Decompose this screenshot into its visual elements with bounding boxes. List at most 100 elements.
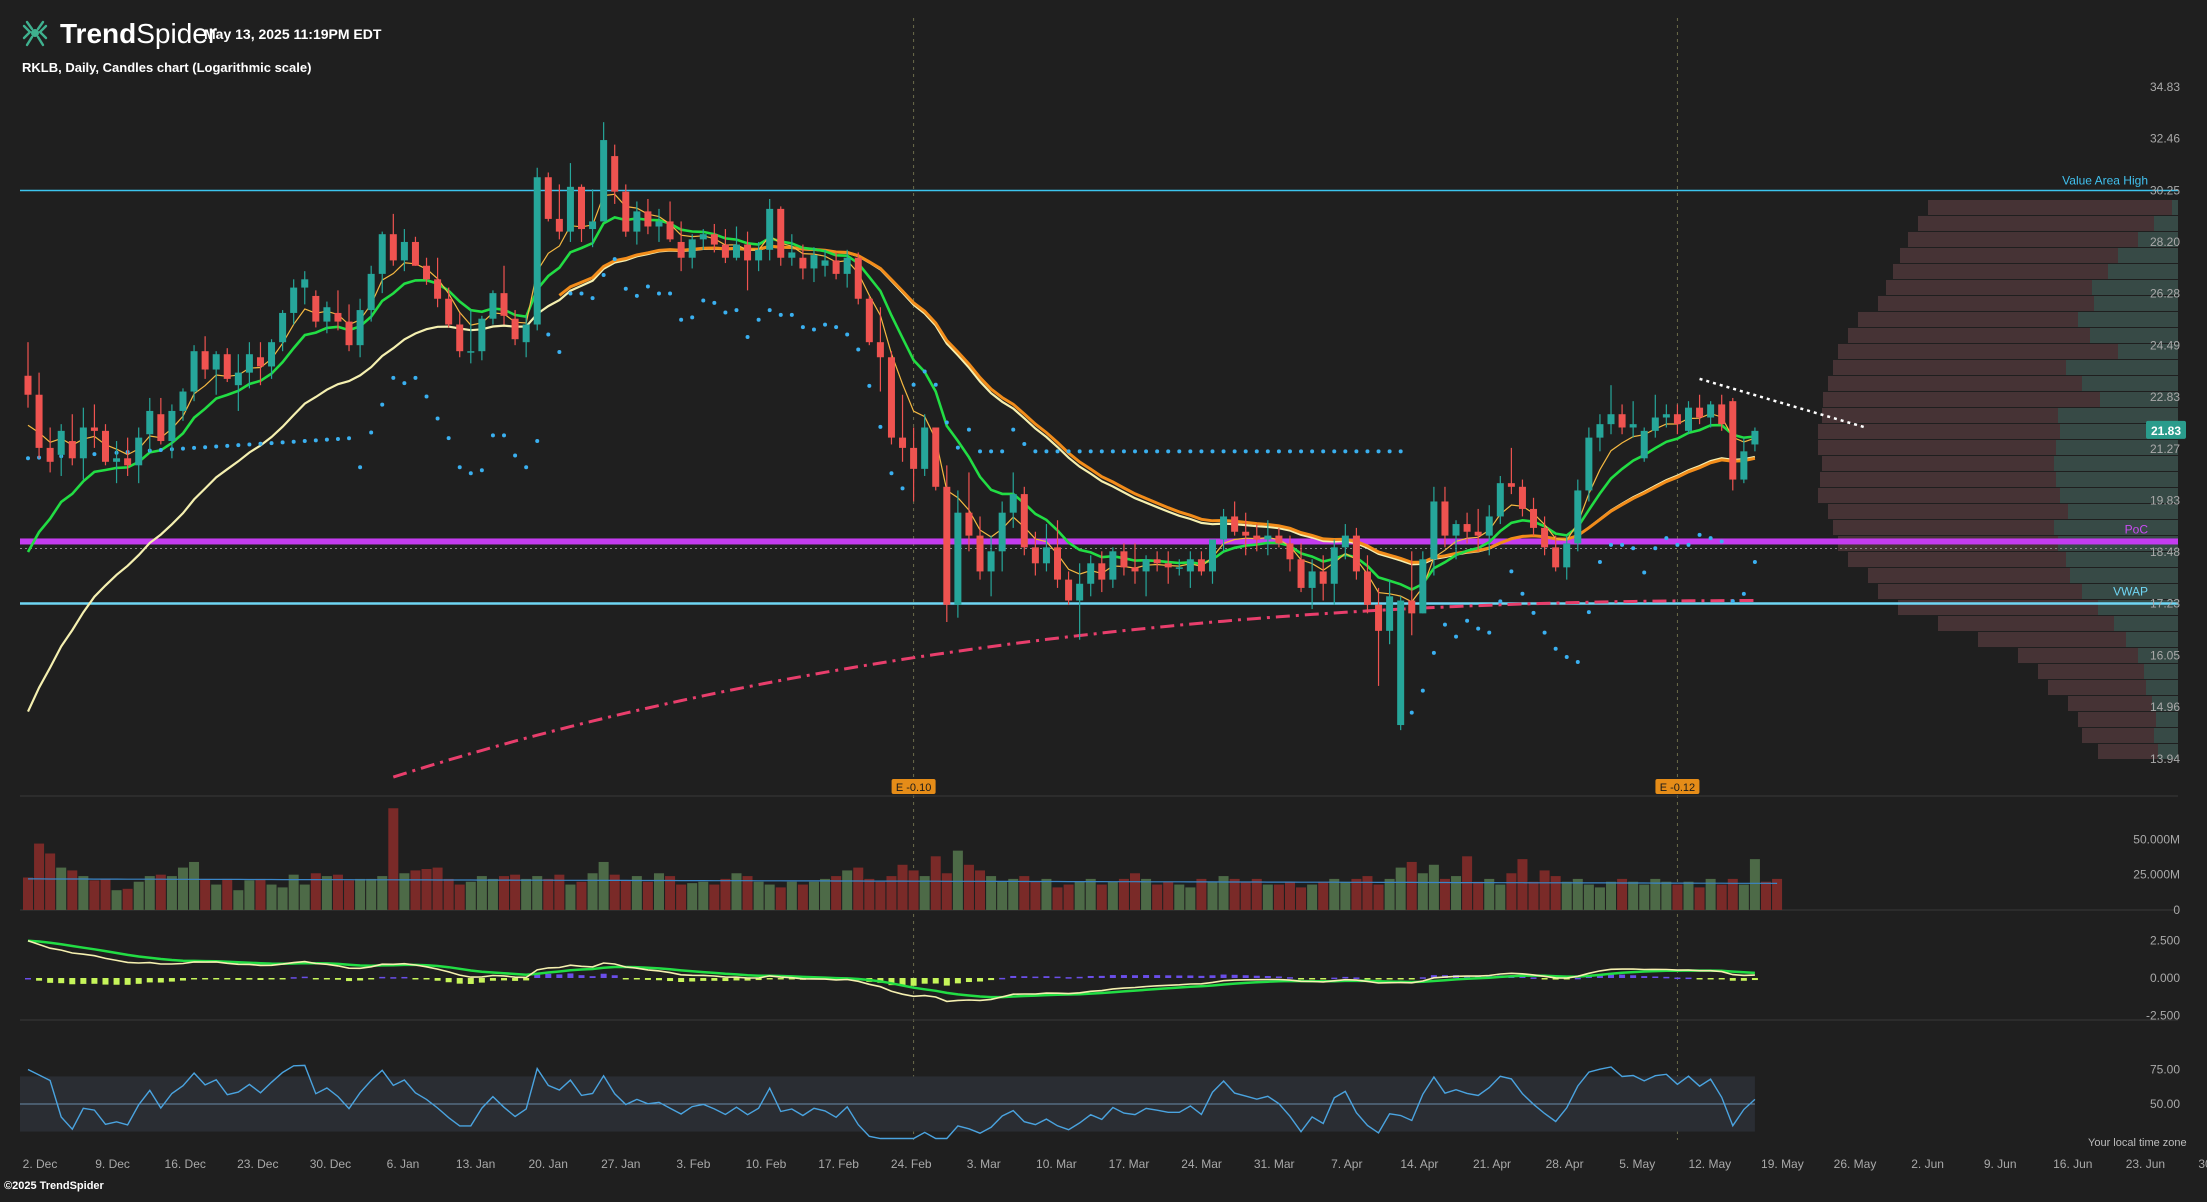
candle-body <box>832 260 840 274</box>
stop-dot <box>1730 599 1735 604</box>
candle-body <box>1142 559 1150 572</box>
stop-dot <box>1542 630 1547 635</box>
volume-profile-buy-bar <box>2154 728 2178 743</box>
stop-dot <box>1498 599 1503 604</box>
volume-profile-buy-bar <box>2138 648 2178 663</box>
candle-body <box>245 354 253 373</box>
macd-tick-label: 2.500 <box>2150 934 2180 948</box>
candle-body <box>279 312 287 343</box>
price-tick-label: 14.96 <box>2150 700 2180 714</box>
macd-histogram-bar <box>445 978 452 983</box>
macd-histogram-bar <box>1087 975 1094 978</box>
x-axis-label: 9. Dec <box>95 1157 130 1171</box>
volume-bar <box>1683 881 1694 910</box>
stop-dot <box>767 308 772 313</box>
volume-bar <box>820 878 831 910</box>
macd-histogram-bar <box>1143 975 1150 978</box>
candle-body <box>688 239 696 258</box>
candle-body <box>1596 424 1604 438</box>
stop-dot <box>1199 449 1204 454</box>
stop-dot <box>247 442 252 447</box>
stop-dot <box>845 332 850 337</box>
stop-dot <box>1044 449 1049 454</box>
volume-bar <box>565 884 576 910</box>
volume-bar <box>1484 878 1495 910</box>
volume-average-line <box>28 878 1778 884</box>
candle-body <box>1751 430 1759 445</box>
volume-profile-sell-bar <box>1878 584 2082 599</box>
macd-histogram-bar <box>910 978 917 986</box>
volume-bar <box>155 874 166 910</box>
stop-dot <box>645 284 650 289</box>
candle-body <box>1640 430 1648 459</box>
macd-histogram-bar <box>1419 977 1426 979</box>
candle-body <box>1087 563 1095 584</box>
volume-bar <box>1738 884 1749 910</box>
stop-dot <box>1520 591 1525 596</box>
volume-bar <box>620 880 631 910</box>
candle-body <box>301 279 309 288</box>
candle-body <box>1020 494 1028 548</box>
candle-body <box>223 354 231 379</box>
candle-body <box>1419 559 1427 614</box>
volume-bar <box>1273 884 1284 910</box>
volume-bar <box>45 853 56 910</box>
macd-histogram-bar <box>965 978 972 983</box>
volume-bar <box>1152 884 1163 910</box>
candle-body <box>24 375 32 395</box>
volume-profile-buy-bar <box>2114 616 2178 631</box>
volume-bar <box>344 880 355 910</box>
volume-bar <box>299 884 310 910</box>
macd-histogram-bar <box>1353 977 1360 979</box>
volume-bar <box>67 870 78 910</box>
macd-histogram-bar <box>91 978 98 984</box>
volume-profile-sell-bar <box>1818 488 2060 503</box>
rsi-line <box>27 1064 1756 1140</box>
stop-dot <box>1221 449 1226 454</box>
macd-histogram-bar <box>368 978 375 980</box>
stop-dot <box>634 293 639 298</box>
volume-bar <box>786 881 797 910</box>
volume-profile-sell-bar <box>2082 728 2154 743</box>
brand-logo: TrendSpider <box>18 18 217 50</box>
volume-bar <box>244 880 255 910</box>
stop-dot <box>1609 542 1614 547</box>
candle-body <box>46 447 54 462</box>
candle-body <box>899 437 907 448</box>
candle-body <box>234 372 242 386</box>
volume-bar <box>288 874 299 910</box>
stop-dot <box>1465 618 1470 623</box>
macd-histogram-bar <box>567 973 574 978</box>
stop-dot <box>513 453 518 458</box>
x-axis-label: 30. Jun <box>2198 1157 2207 1171</box>
volume-bar <box>875 881 886 910</box>
candle-body <box>732 244 740 258</box>
volume-bar <box>598 861 609 910</box>
volume-bar <box>908 870 919 910</box>
x-axis-label: 21. Apr <box>1473 1157 1511 1171</box>
stop-dot <box>369 430 374 435</box>
macd-histogram-bar <box>722 978 729 982</box>
volume-bar <box>266 884 277 910</box>
stop-dot <box>944 420 949 425</box>
stop-dot <box>1476 626 1481 631</box>
candle-body <box>1574 490 1582 544</box>
macd-histogram-bar <box>312 978 319 980</box>
volume-bar <box>1417 873 1428 910</box>
volume-profile-buy-bar <box>2138 232 2178 247</box>
stop-dot <box>1653 546 1658 551</box>
volume-bar <box>1085 878 1096 910</box>
volume-profile-buy-bar <box>2090 328 2178 343</box>
stop-dot <box>1442 622 1447 627</box>
volume-bar <box>1439 878 1450 910</box>
macd-histogram-bar <box>146 978 153 983</box>
volume-profile-buy-bar <box>2172 200 2178 215</box>
candle-body <box>1220 516 1228 540</box>
stop-dot <box>878 424 883 429</box>
candle-body <box>522 324 530 343</box>
price-tick-label: 16.05 <box>2150 649 2180 663</box>
macd-histogram-bar <box>434 978 441 981</box>
candle-body <box>1319 571 1327 584</box>
stop-dot <box>424 394 429 399</box>
